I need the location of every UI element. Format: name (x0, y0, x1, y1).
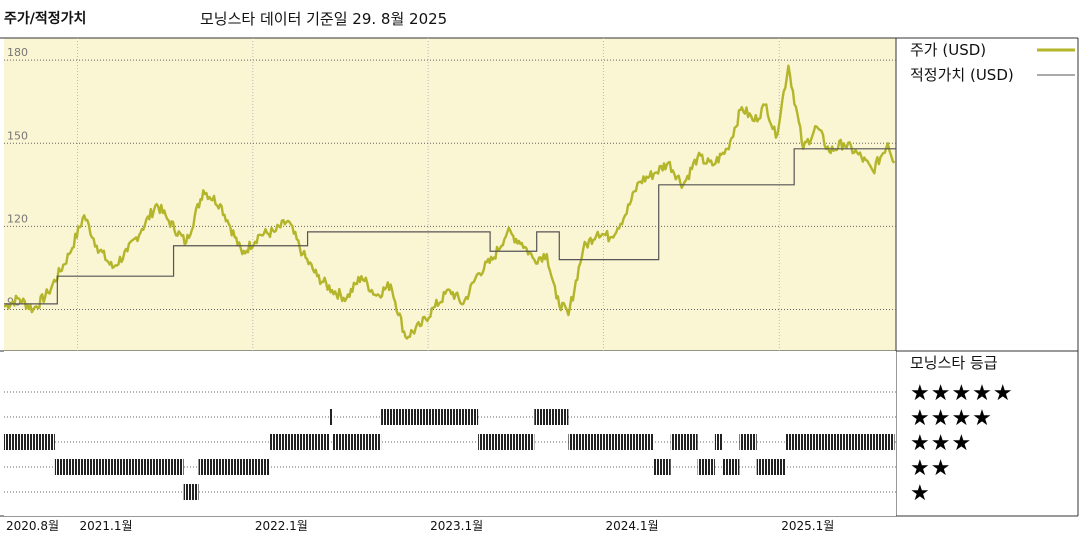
rating-period-bar (722, 459, 740, 475)
rating-legend-title: 모닝스타 등급 (910, 354, 998, 372)
rating-level-label: ★★★★★ (910, 381, 1014, 406)
rating-level-label: ★ (910, 481, 931, 506)
rating-period-bar (198, 459, 270, 475)
rating-panel: ★★★★★★★★★★★★★★★ (4, 351, 1014, 516)
x-tick-label: 2023.1월 (430, 519, 483, 533)
x-tick-label: 2020.8월 (6, 519, 59, 533)
x-tick-label: 2024.1월 (605, 519, 658, 533)
rating-period-bar (670, 434, 698, 450)
rating-period-bar (756, 459, 787, 475)
rating-period-bar (183, 484, 199, 500)
rating-level-label: ★★★ (910, 431, 972, 456)
price-plot-area (4, 38, 896, 351)
legend-fair-value-label: 적정가치 (USD) (910, 66, 1014, 84)
rating-level-label: ★★ (910, 456, 951, 481)
price-series-line (3, 64, 896, 340)
rating-period-bar (332, 434, 382, 450)
rating-period-bar (568, 434, 654, 450)
legend-panel: 주가 (USD) 적정가치 (USD) 모닝스타 등급 (910, 41, 1075, 372)
rating-period-bar (786, 434, 895, 450)
x-tick-label: 2022.1월 (255, 519, 308, 533)
x-tick-label: 2025.1월 (781, 519, 834, 533)
rating-period-bar (714, 434, 723, 450)
rating-period-bar (269, 434, 330, 450)
y-tick-label: 180 (7, 46, 28, 59)
y-tick-label: 150 (7, 129, 28, 142)
rating-plot-area (4, 351, 896, 516)
rating-period-bar (4, 434, 55, 450)
rating-period-bar (329, 409, 333, 425)
rating-period-bar (739, 434, 757, 450)
x-tick-label: 2021.1월 (79, 519, 132, 533)
rating-period-bar (534, 409, 569, 425)
rating-period-bar (697, 459, 715, 475)
y-tick-label: 120 (7, 212, 28, 225)
chart-title: 주가/적정가치 (4, 11, 87, 27)
fair-value-series-line (4, 148, 896, 305)
rating-period-bar (54, 459, 67, 475)
rating-period-bar (653, 459, 671, 475)
rating-period-bar (66, 459, 184, 475)
rating-period-bar (478, 434, 535, 450)
legend-price-label: 주가 (USD) (910, 41, 986, 59)
rating-period-bar (381, 409, 479, 425)
rating-level-label: ★★★★ (910, 406, 993, 431)
data-date-subtitle: 모닝스타 데이터 기준일 29. 8월 2025 (200, 10, 448, 28)
